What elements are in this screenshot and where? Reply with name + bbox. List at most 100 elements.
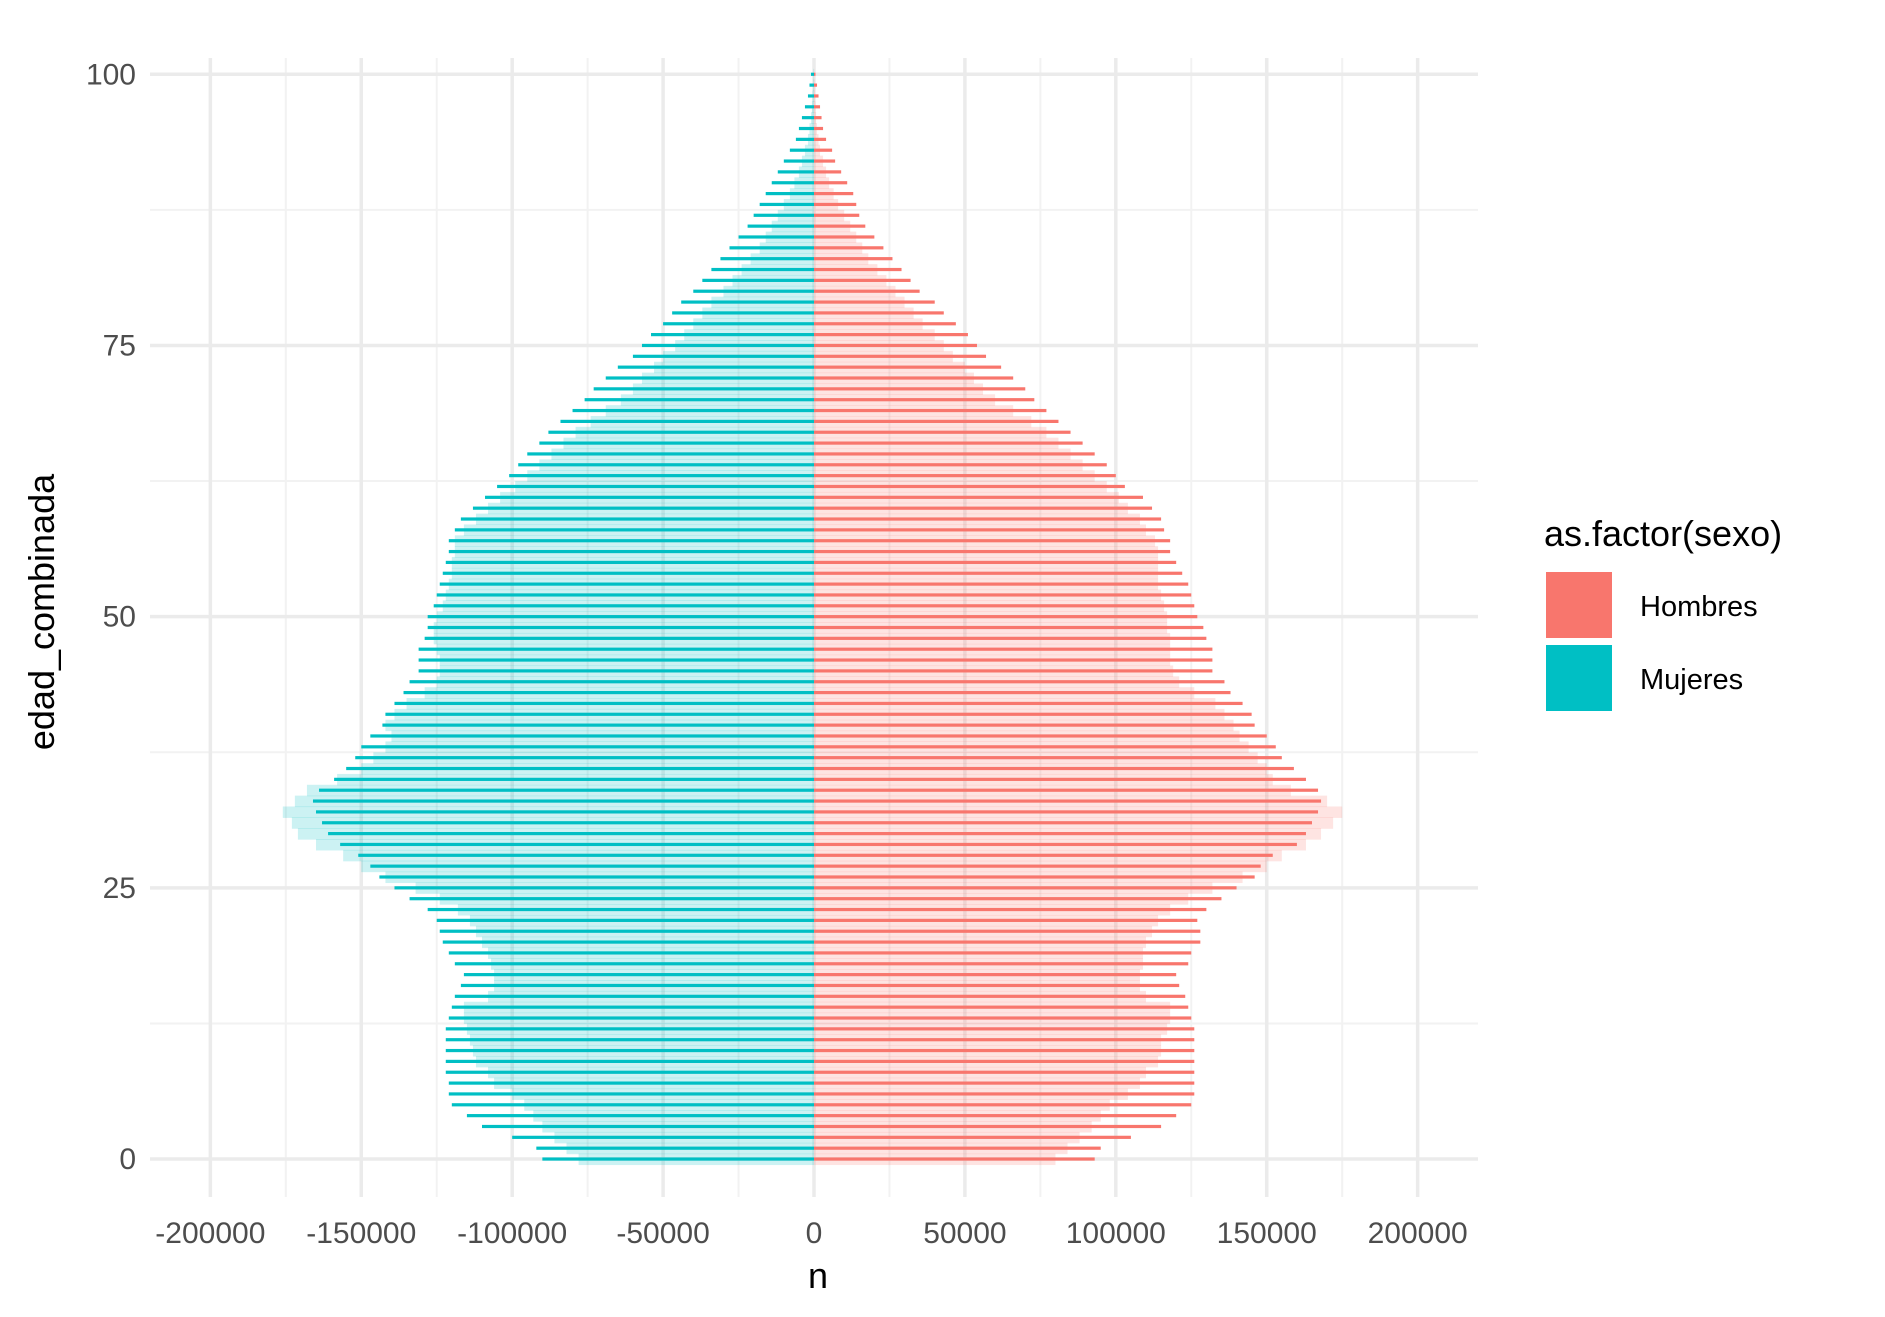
- bar-hombres: [814, 658, 1213, 662]
- bar-mujeres: [509, 474, 814, 478]
- bar-mujeres: [460, 983, 814, 988]
- bar-mujeres: [445, 1048, 814, 1053]
- bar-hombres: [814, 669, 1213, 673]
- bar-mujeres: [651, 333, 814, 337]
- bar-mujeres: [418, 669, 814, 673]
- bar-hombres: [814, 300, 935, 304]
- bar-mujeres: [632, 354, 814, 358]
- bar-hombres: [814, 615, 1198, 619]
- bar-mujeres: [316, 810, 814, 814]
- bar-hombres: [814, 322, 956, 326]
- bar-hombres: [814, 94, 819, 98]
- bar-hombres: [814, 853, 1273, 857]
- legend-swatch-hombres: [1546, 572, 1612, 638]
- bar-hombres: [814, 343, 977, 348]
- bar-hombres: [814, 897, 1222, 901]
- bar-mujeres: [804, 105, 814, 109]
- bar-hombres: [814, 484, 1125, 489]
- bar-hombres: [814, 289, 920, 293]
- bar-mujeres: [771, 181, 814, 185]
- bar-hombres: [814, 680, 1225, 684]
- bar-hombres: [814, 181, 848, 185]
- bar-hombres: [814, 701, 1243, 706]
- bar-hombres: [814, 994, 1186, 998]
- bar-mujeres: [617, 365, 814, 369]
- bar-hombres: [814, 1114, 1177, 1118]
- bar-mujeres: [445, 1059, 814, 1064]
- bar-mujeres: [672, 311, 814, 315]
- bar-mujeres: [328, 832, 814, 836]
- y-axis-tick-labels: 0 25 50 75 100: [86, 58, 136, 1176]
- bar-hombres: [814, 875, 1255, 879]
- bar-mujeres: [548, 430, 814, 434]
- x-tick-label: 0: [806, 1217, 823, 1250]
- bar-mujeres: [810, 72, 814, 76]
- bar-mujeres: [418, 647, 814, 651]
- bar-hombres: [814, 756, 1282, 760]
- x-tick-label: 100000: [1066, 1217, 1166, 1250]
- bar-mujeres: [536, 1146, 814, 1150]
- bar-mujeres: [789, 148, 814, 152]
- bar-mujeres: [451, 1005, 814, 1009]
- bar-hombres: [814, 267, 902, 272]
- bar-mujeres: [451, 1103, 814, 1107]
- bar-hombres: [814, 419, 1059, 423]
- bar-mujeres: [539, 441, 814, 445]
- bar-hombres: [814, 1059, 1195, 1064]
- bar-mujeres: [403, 690, 814, 695]
- bar-mujeres: [753, 213, 814, 217]
- bar-hombres: [814, 593, 1192, 597]
- bar-hombres: [814, 1081, 1195, 1085]
- bar-hombres: [814, 604, 1195, 608]
- bar-hombres: [814, 398, 1035, 402]
- bar-hombres: [814, 929, 1201, 933]
- bar-hombres: [814, 788, 1319, 792]
- bar-hombres: [814, 311, 944, 315]
- bar-mujeres: [663, 322, 814, 326]
- bar-hombres: [814, 940, 1201, 944]
- bar-hombres: [814, 441, 1083, 445]
- bar-mujeres: [448, 1081, 814, 1085]
- bar-hombres: [814, 832, 1306, 836]
- x-tick-label: -50000: [616, 1217, 709, 1250]
- bar-mujeres: [340, 842, 814, 847]
- bar-mujeres: [572, 408, 814, 413]
- bar-hombres: [814, 72, 816, 76]
- bar-hombres: [814, 246, 884, 250]
- bar-mujeres: [518, 463, 814, 467]
- bar-hombres: [814, 1135, 1131, 1139]
- bar-mujeres: [759, 202, 814, 207]
- bar-mujeres: [512, 1135, 814, 1139]
- bar-hombres: [814, 973, 1177, 977]
- legend: as.factor(sexo) Hombres Mujeres: [1544, 513, 1782, 711]
- bar-hombres: [814, 376, 1014, 380]
- y-tick-label: 50: [103, 601, 136, 634]
- bar-hombres: [814, 83, 818, 87]
- bar-mujeres: [711, 267, 814, 272]
- bar-mujeres: [379, 875, 814, 879]
- y-tick-label: 100: [86, 58, 136, 91]
- bar-hombres: [814, 734, 1267, 738]
- bar-hombres: [814, 1005, 1189, 1009]
- bar-mujeres: [801, 116, 814, 120]
- bar-mujeres: [370, 864, 814, 868]
- bar-mujeres: [409, 897, 814, 901]
- bar-hombres: [814, 517, 1162, 521]
- bar-mujeres: [729, 246, 814, 250]
- bar-hombres: [814, 235, 875, 239]
- bar-hombres: [814, 647, 1213, 651]
- bar-mujeres: [448, 1016, 814, 1020]
- bar-hombres: [814, 625, 1204, 630]
- bar-hombres: [814, 766, 1294, 771]
- bar-hombres: [814, 1103, 1192, 1107]
- bar-hombres: [814, 202, 857, 207]
- bar-hombres: [814, 918, 1198, 922]
- bar-hombres: [814, 137, 827, 141]
- bar-hombres: [814, 1124, 1162, 1129]
- bar-mujeres: [747, 224, 814, 228]
- foreground-bars: [312, 72, 1322, 1161]
- bar-hombres: [814, 257, 893, 261]
- bar-hombres: [814, 463, 1107, 467]
- bar-mujeres: [738, 235, 814, 239]
- bar-hombres: [814, 539, 1171, 543]
